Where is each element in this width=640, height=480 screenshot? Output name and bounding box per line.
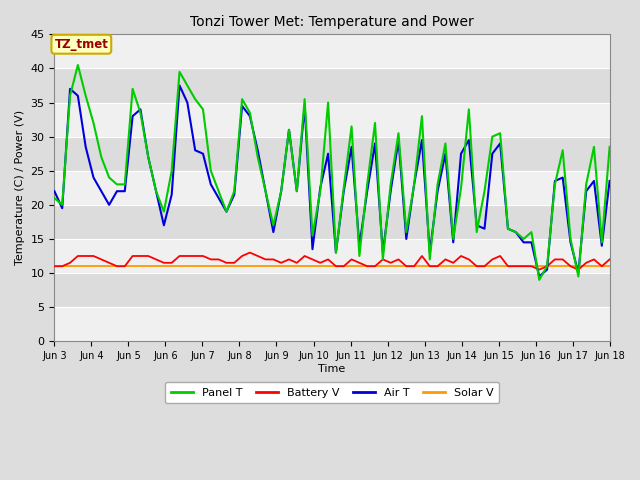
Bar bbox=[54, 239, 610, 273]
Bar bbox=[54, 205, 610, 239]
Bar bbox=[54, 35, 610, 69]
Bar bbox=[54, 307, 610, 341]
Bar bbox=[54, 273, 610, 307]
X-axis label: Time: Time bbox=[318, 364, 346, 374]
Bar bbox=[54, 171, 610, 205]
Bar bbox=[54, 137, 610, 171]
Title: Tonzi Tower Met: Temperature and Power: Tonzi Tower Met: Temperature and Power bbox=[190, 15, 474, 29]
Bar bbox=[54, 103, 610, 137]
Y-axis label: Temperature (C) / Power (V): Temperature (C) / Power (V) bbox=[15, 110, 25, 265]
Bar bbox=[54, 69, 610, 103]
Text: TZ_tmet: TZ_tmet bbox=[54, 38, 108, 51]
Legend: Panel T, Battery V, Air T, Solar V: Panel T, Battery V, Air T, Solar V bbox=[165, 382, 499, 403]
